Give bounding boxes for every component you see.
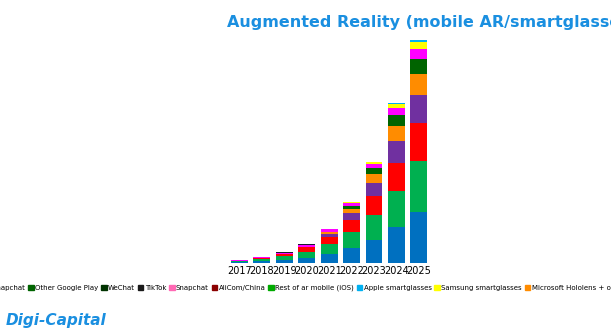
Bar [321,232,338,234]
Bar [321,254,338,263]
Bar [231,262,248,263]
Bar [411,59,427,74]
Bar [411,162,427,212]
Bar [343,220,360,232]
Bar [254,260,270,261]
Bar [343,206,360,209]
Bar [276,254,293,257]
Bar [231,261,248,262]
Bar [343,203,360,206]
Text: Digi-Capital: Digi-Capital [6,313,107,328]
Bar [343,232,360,248]
Bar [365,196,382,215]
Bar [276,260,293,263]
Bar [388,163,405,191]
Bar [343,213,360,220]
Bar [365,164,382,168]
Bar [321,244,338,254]
Bar [298,252,315,258]
Bar [298,247,315,252]
Bar [321,234,338,237]
Bar [343,202,360,203]
Bar [343,248,360,263]
Bar [343,209,360,213]
Bar [321,237,338,244]
Bar [388,227,405,263]
Bar [254,261,270,263]
Bar [411,49,427,59]
Bar [276,253,293,254]
Bar [411,42,427,49]
Bar [388,103,405,104]
Bar [254,258,270,260]
Bar [388,108,405,115]
Bar [298,245,315,247]
Bar [411,74,427,95]
Bar [276,252,293,253]
Bar [365,183,382,196]
Bar [365,168,382,174]
Bar [411,212,427,263]
Bar [365,162,382,164]
Bar [365,240,382,263]
Bar [411,40,427,42]
Bar [411,123,427,162]
Text: Augmented Reality (mobile AR/smartglasses) active installed base: Augmented Reality (mobile AR/smartglasse… [227,15,611,30]
Bar [388,191,405,227]
Bar [365,174,382,183]
Bar [411,95,427,123]
Bar [298,258,315,263]
Bar [321,229,338,232]
Bar [388,104,405,108]
Legend: iOS, Android Average, Snapchat, Other Google Play, WeChat, TikTok, Snapchat, Ali: iOS, Android Average, Snapchat, Other Go… [0,282,611,294]
Bar [276,257,293,260]
Bar [365,215,382,240]
Bar [388,126,405,141]
Bar [388,115,405,126]
Bar [388,141,405,163]
